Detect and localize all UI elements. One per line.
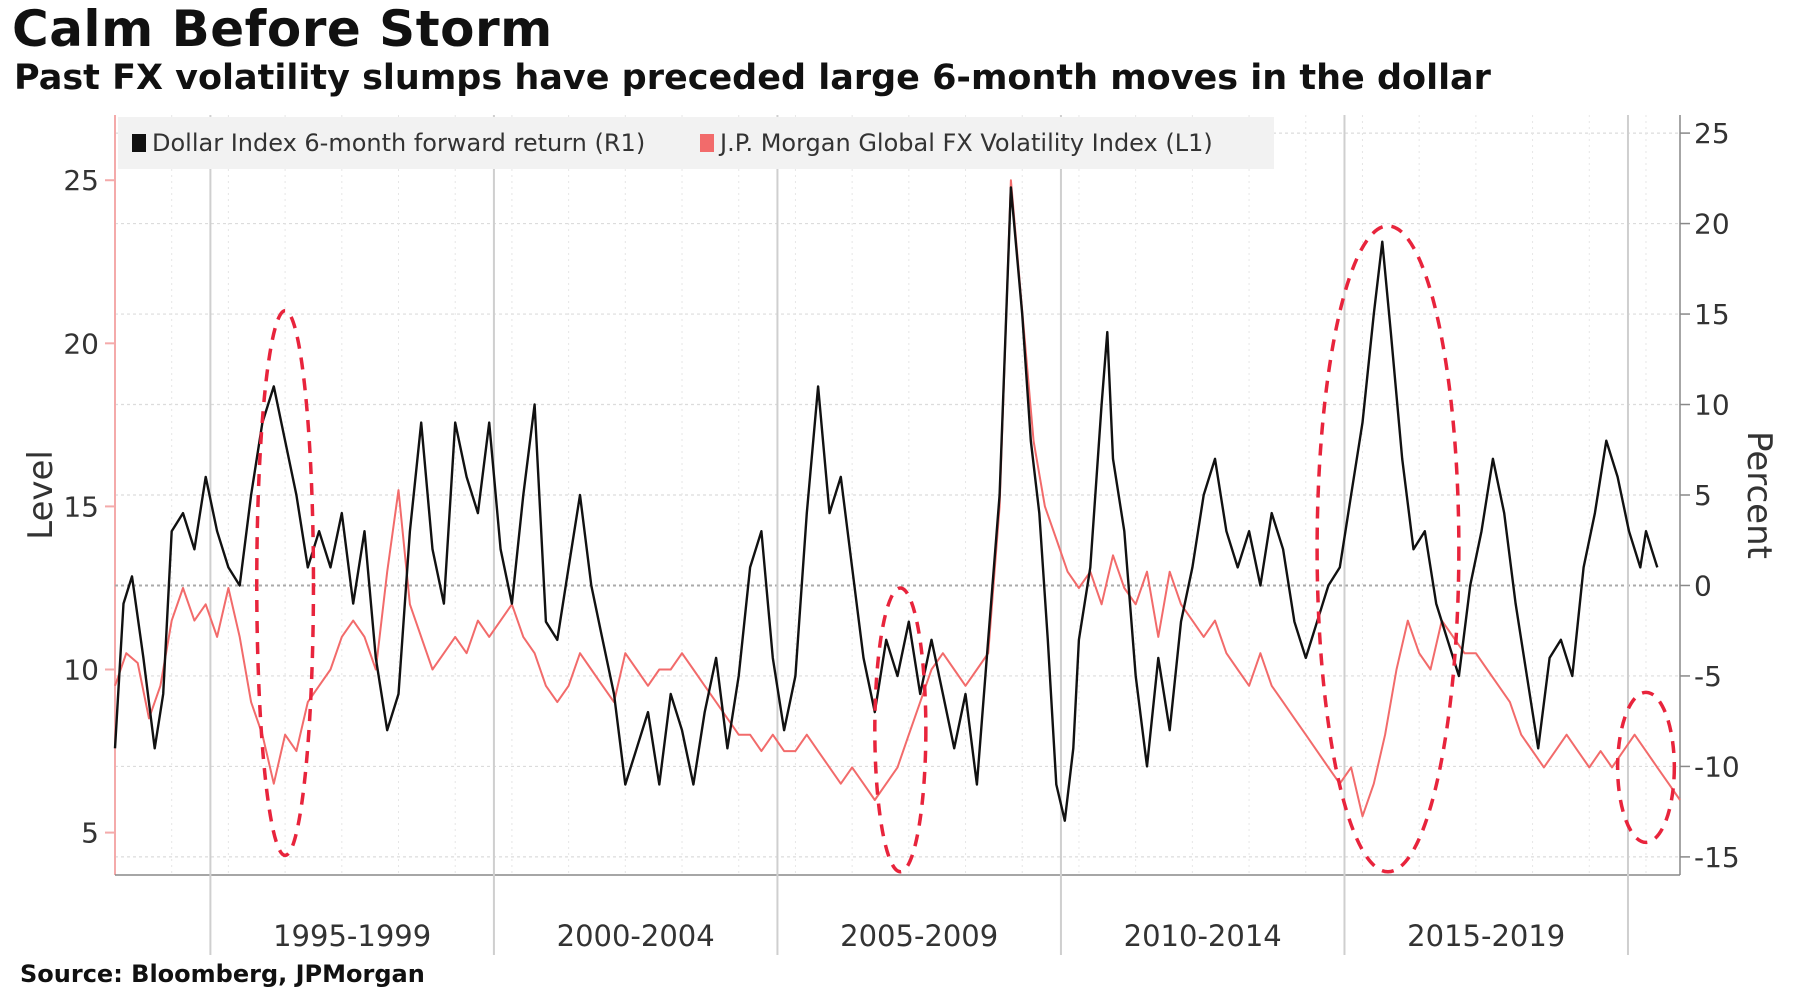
highlight-ellipse xyxy=(1315,224,1461,874)
left-tick-label: 5 xyxy=(81,817,99,850)
right-axis-ticks: -15 -10 -5 0 5 10 15 20 25 xyxy=(1680,117,1740,874)
left-tick-label: 10 xyxy=(63,654,99,687)
category-label: 1995-1999 xyxy=(273,919,431,953)
category-label: 2015-2019 xyxy=(1407,919,1565,953)
legend-swatch-dollar xyxy=(132,134,146,152)
left-axis-ticks: 5 10 15 20 25 xyxy=(63,164,115,850)
series-dollar-index-line xyxy=(113,186,1659,822)
category-dividers xyxy=(209,115,1629,955)
right-tick-label: 25 xyxy=(1694,117,1730,150)
left-tick-label: 15 xyxy=(63,490,99,523)
right-tick-label: 15 xyxy=(1694,298,1730,331)
category-label: 2000-2004 xyxy=(557,919,715,953)
left-tick-label: 25 xyxy=(63,164,99,197)
right-tick-label: -15 xyxy=(1694,841,1740,874)
right-tick-label: -5 xyxy=(1694,660,1722,693)
category-label: 2005-2009 xyxy=(840,919,998,953)
highlight-ellipse xyxy=(1615,690,1677,845)
legend-label-volatility: J.P. Morgan Global FX Volatility Index (… xyxy=(718,129,1213,157)
gridlines xyxy=(115,115,1680,875)
series-fx-volatility-line xyxy=(114,179,1681,818)
source-note: Source: Bloomberg, JPMorgan xyxy=(20,960,425,988)
chart-title: Calm Before Storm xyxy=(12,0,553,58)
category-label: 2010-2014 xyxy=(1124,919,1282,953)
right-tick-label: 5 xyxy=(1694,479,1712,512)
legend-label-dollar: Dollar Index 6-month forward return (R1) xyxy=(152,129,645,157)
right-tick-label: 10 xyxy=(1694,389,1730,422)
right-tick-label: 0 xyxy=(1694,569,1712,602)
category-labels: 1995-1999 2000-2004 2005-2009 2010-2014 2015… xyxy=(273,919,1565,953)
highlight-ellipse xyxy=(873,586,928,874)
legend-box xyxy=(118,117,1274,169)
highlight-ellipse xyxy=(255,308,316,858)
legend-swatch-volatility xyxy=(700,134,714,152)
right-axis-title: Percent xyxy=(1739,431,1779,559)
right-tick-label: -10 xyxy=(1694,750,1740,783)
chart-subtitle: Past FX volatility slumps have preceded … xyxy=(14,58,1491,98)
left-axis-title: Level xyxy=(21,450,61,540)
left-tick-label: 20 xyxy=(63,327,99,360)
right-tick-label: 20 xyxy=(1694,208,1730,241)
highlight-ellipses xyxy=(255,224,1677,874)
